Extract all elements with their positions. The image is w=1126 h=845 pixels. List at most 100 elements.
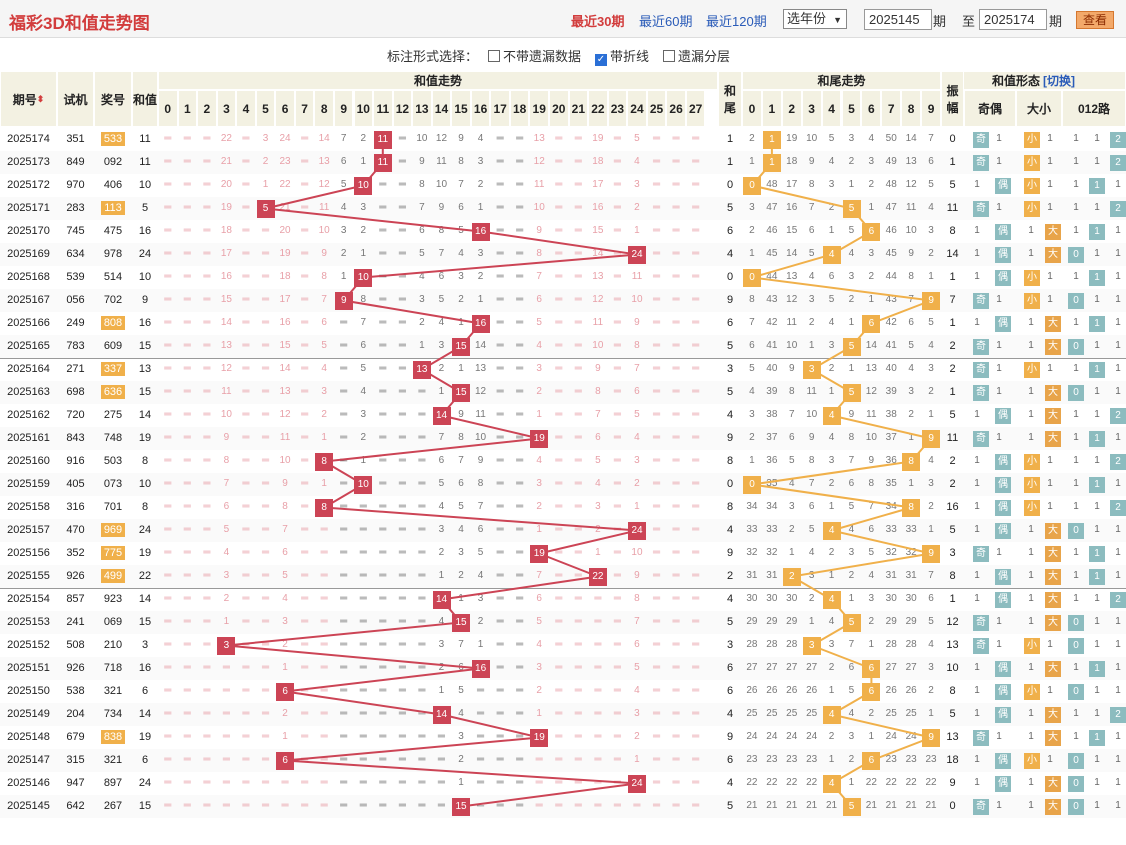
- sum-miss: ═: [496, 317, 504, 328]
- sum-miss: 2: [634, 731, 640, 742]
- route-0-tag: 0: [1068, 246, 1084, 263]
- tail-miss: 29: [885, 616, 897, 627]
- tail-miss: 5: [848, 685, 855, 696]
- to-issue-input[interactable]: 2025174: [979, 9, 1047, 30]
- sum-ball: 3: [217, 636, 236, 655]
- route-0-tag: 0: [1068, 384, 1084, 401]
- sum-miss: 2: [477, 616, 484, 627]
- sum-miss: ═: [672, 731, 680, 742]
- sum-miss: ═: [672, 202, 680, 213]
- sum-miss: 13: [220, 340, 232, 351]
- tail-miss: 21: [806, 800, 818, 811]
- sum-miss: ═: [516, 478, 524, 489]
- sum-ball: 24: [628, 521, 646, 540]
- sum-miss: 3: [223, 570, 230, 581]
- checkbox-checked-icon[interactable]: ✓: [595, 54, 607, 66]
- sort-icon[interactable]: ⬍: [36, 93, 45, 104]
- tail-miss: 7: [808, 478, 815, 489]
- tail-miss: 7: [788, 409, 795, 420]
- sum-miss: ═: [574, 202, 582, 213]
- sum-miss: ═: [418, 777, 426, 788]
- range-120-link[interactable]: 最近120期: [706, 14, 767, 29]
- sum-miss: ═: [516, 179, 524, 190]
- sum-miss: ═: [340, 708, 348, 719]
- query-button[interactable]: 查看: [1076, 11, 1114, 29]
- sum-miss: ═: [496, 731, 504, 742]
- tail-miss: 25: [885, 708, 897, 719]
- switch-link[interactable]: [切换]: [1043, 74, 1075, 88]
- sum-miss: ═: [301, 731, 309, 742]
- sum-miss: 4: [477, 570, 484, 581]
- bs-miss: 1: [1047, 455, 1053, 466]
- checkbox-icon[interactable]: [663, 50, 675, 62]
- issue-cell: 2025148: [7, 731, 50, 743]
- sum-miss: ═: [203, 547, 211, 558]
- tail-miss: 22: [746, 777, 758, 788]
- sum-miss: ═: [613, 317, 621, 328]
- sum-miss: 3: [477, 156, 484, 167]
- odd-tag: 奇: [973, 637, 989, 654]
- sum-miss: ═: [555, 386, 563, 397]
- small-tag: 小: [1024, 177, 1040, 194]
- sum-miss: 4: [321, 363, 327, 374]
- tail-miss: 23: [746, 754, 758, 765]
- test-cell: 947: [66, 777, 85, 789]
- sum-miss: ═: [164, 271, 172, 282]
- tail-ball: 6: [862, 751, 881, 770]
- tail-miss: 1: [868, 731, 875, 742]
- sum-miss: 4: [419, 271, 425, 282]
- sum-miss: ═: [301, 225, 309, 236]
- tail-col-5: 5: [841, 90, 862, 127]
- sum-miss: ═: [692, 248, 700, 259]
- sum-miss: ═: [574, 662, 582, 673]
- range-30-link[interactable]: 最近30期: [571, 14, 625, 29]
- issue-cell: 2025161: [7, 432, 50, 444]
- sum-miss: 7: [419, 202, 425, 213]
- prize-number: 701: [103, 501, 123, 513]
- sum-miss: ═: [183, 616, 191, 627]
- from-issue-input[interactable]: 2025145: [864, 9, 932, 30]
- sum-miss: ═: [340, 547, 348, 558]
- sum-miss: ═: [320, 616, 328, 627]
- route-2-tag: 2: [1110, 453, 1126, 470]
- sum-miss: ═: [613, 777, 621, 788]
- sum-miss: 8: [360, 294, 367, 305]
- route-miss: 1: [1115, 616, 1121, 627]
- big-tag: 大: [1045, 338, 1061, 355]
- sum-miss: ═: [652, 202, 661, 213]
- big-tag: 大: [1045, 660, 1061, 677]
- sum-miss: ═: [535, 800, 543, 811]
- sum-miss: ═: [164, 593, 172, 604]
- route-miss: 1: [1094, 777, 1100, 788]
- sum-ball: 19: [530, 429, 549, 448]
- tail-miss: 44: [766, 271, 778, 282]
- form-header: 和值形态 [切换]: [941, 71, 1126, 90]
- sum-ball: 16: [471, 314, 490, 333]
- option-line[interactable]: ✓ 带折线: [595, 46, 649, 66]
- sum-miss: ═: [398, 317, 406, 328]
- sum-miss: ═: [203, 777, 211, 788]
- range-60-link[interactable]: 最近60期: [639, 14, 693, 29]
- bs-miss: 1: [1028, 432, 1034, 443]
- tail-miss: 2: [848, 294, 855, 305]
- route-miss: 1: [1094, 409, 1100, 420]
- prize-cell: 808: [94, 312, 132, 334]
- sum-miss: ═: [555, 593, 563, 604]
- sum-miss: ═: [398, 455, 406, 466]
- sum-miss: 5: [458, 685, 464, 696]
- sum-miss: ═: [418, 639, 426, 650]
- option-layer[interactable]: 遗漏分层: [663, 46, 730, 65]
- route-2-tag: 2: [1110, 706, 1126, 723]
- prize-number: 503: [103, 455, 123, 467]
- sum-miss: 19: [592, 133, 604, 144]
- sum-col-22: 22: [588, 90, 608, 127]
- tail-miss: 2: [868, 708, 875, 719]
- checkbox-icon[interactable]: [488, 50, 500, 62]
- route-miss: 1: [1115, 639, 1121, 650]
- sum-trend-header: 和值走势: [158, 71, 718, 90]
- header-issue[interactable]: 期号 ⬍: [0, 71, 57, 127]
- sum-miss: ═: [203, 432, 211, 443]
- sum-miss: ═: [379, 271, 387, 282]
- option-no-miss[interactable]: 不带遗漏数据: [488, 46, 581, 65]
- year-select[interactable]: 选年份: [783, 9, 847, 29]
